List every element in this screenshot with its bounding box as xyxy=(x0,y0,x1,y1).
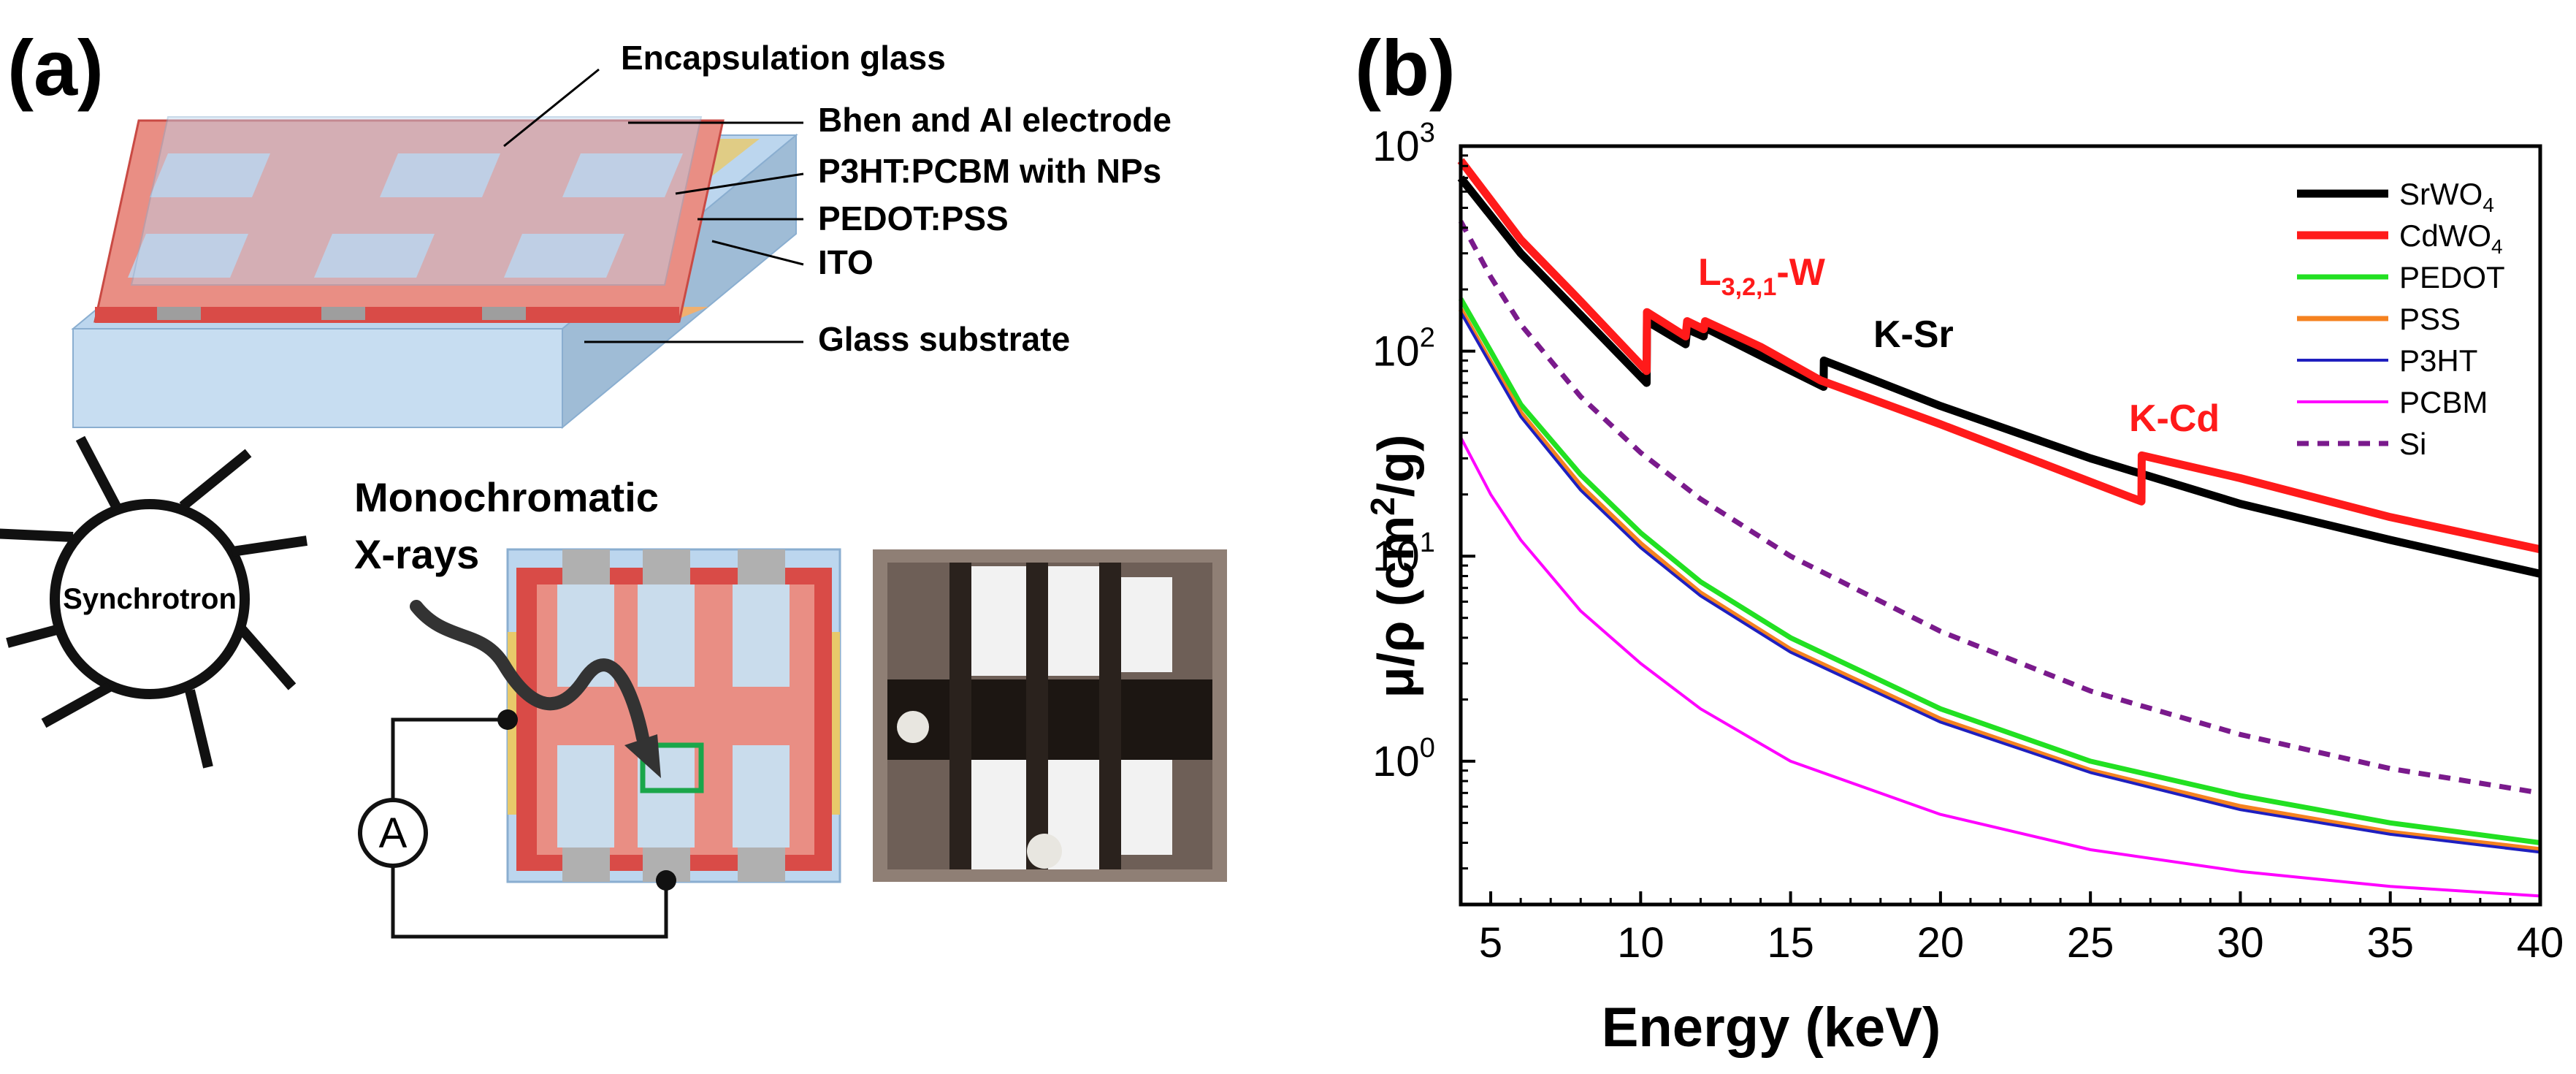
legend-label: SrWO4 xyxy=(2399,177,2494,216)
ammeter-label: A xyxy=(379,810,408,857)
legend-label: CdWO4 xyxy=(2399,218,2503,258)
x-tick-label: 35 xyxy=(2366,919,2414,967)
synchrotron-diagram: Synchrotron xyxy=(0,435,308,769)
x-tick-label: 40 xyxy=(2517,919,2564,967)
xray-label-line1: Monochromatic xyxy=(354,474,659,520)
x-tick-label: 20 xyxy=(1917,919,1965,967)
xray-arrowhead xyxy=(624,734,661,778)
x-axis-title: Energy (keV) xyxy=(1602,997,1941,1059)
measured-pixel-highlight xyxy=(640,742,704,793)
legend-label: Si xyxy=(2399,427,2426,461)
y-tick-label: 102 xyxy=(1372,323,1435,376)
ammeter-symbol xyxy=(358,798,428,868)
label-glass-substrate: Glass substrate xyxy=(818,320,1070,358)
y-axis-title: μ/ρ (cm2/g) xyxy=(1364,435,1424,698)
x-tick-label: 25 xyxy=(2067,919,2114,967)
device-top-view xyxy=(506,548,841,883)
annotation-l-w: L3,2,1-W xyxy=(1698,251,1826,301)
annotation-k-cd: K-Cd xyxy=(2129,397,2220,440)
y-tick-label: 103 xyxy=(1372,118,1435,170)
legend-label: P3HT xyxy=(2399,343,2477,378)
annotation-k-sr: K-Sr xyxy=(1873,313,1954,356)
series-line-cdwo xyxy=(1457,158,2542,554)
legend-label: PEDOT xyxy=(2399,260,2505,294)
legend-label: PCBM xyxy=(2399,385,2488,419)
label-ito: ITO xyxy=(818,243,874,281)
series-line-pcbm xyxy=(1459,436,2541,898)
label-bhen-electrode: Bhen and Al electrode xyxy=(818,101,1172,139)
device-stack-diagram xyxy=(71,116,798,430)
encapsulation-glass xyxy=(130,116,703,286)
series-layer xyxy=(1457,158,2542,898)
label-pedot-pss: PEDOT:PSS xyxy=(818,199,1009,237)
electrode-pad xyxy=(562,153,683,197)
label-p3ht-pcbm: P3HT:PCBM with NPs xyxy=(818,152,1161,190)
ito-stripe xyxy=(482,307,526,320)
label-encapsulation-glass: Encapsulation glass xyxy=(621,39,946,77)
series-line-p3ht xyxy=(1459,311,2541,854)
glass-substrate-front xyxy=(72,328,563,428)
panel-a-label: (a) xyxy=(7,23,104,112)
attenuation-chart: 5 10 15 20 25 30 35 40 100 101 102 103 xyxy=(1372,118,2564,967)
y-tick-label: 101 xyxy=(1372,528,1435,580)
electrode-pad xyxy=(504,234,624,278)
measurement-circuit: A xyxy=(358,709,676,939)
legend-label: PSS xyxy=(2399,302,2461,336)
series-line-pss xyxy=(1458,308,2541,853)
x-tick-label: 5 xyxy=(1479,919,1502,967)
tick-layer: 5 10 15 20 25 30 35 40 100 101 102 103 xyxy=(1372,118,2564,967)
active-layer-front xyxy=(95,307,679,323)
electrode-pad xyxy=(314,234,435,278)
electrode-pad xyxy=(150,153,270,197)
series-line-pedot xyxy=(1458,297,2541,845)
device-photo xyxy=(873,549,1227,882)
plot-frame xyxy=(1459,144,2542,907)
synchrotron-label: Synchrotron xyxy=(63,583,237,615)
series-line-si xyxy=(1458,220,2541,796)
ito-stripe xyxy=(157,307,201,320)
y-tick-label: 100 xyxy=(1372,733,1435,785)
xray-label-line2: X-rays xyxy=(354,531,479,577)
xray-wave-arrow xyxy=(410,600,649,744)
x-tick-label: 15 xyxy=(1767,919,1814,967)
electrode-pad xyxy=(128,234,248,278)
layer-callouts: Encapsulation glass Bhen and Al electrod… xyxy=(503,39,1172,358)
panel-b-label: (b) xyxy=(1355,23,1456,112)
electrode-pad xyxy=(380,153,500,197)
x-tick-label: 10 xyxy=(1617,919,1665,967)
x-tick-label: 30 xyxy=(2217,919,2264,967)
ito-stripe xyxy=(321,307,365,320)
